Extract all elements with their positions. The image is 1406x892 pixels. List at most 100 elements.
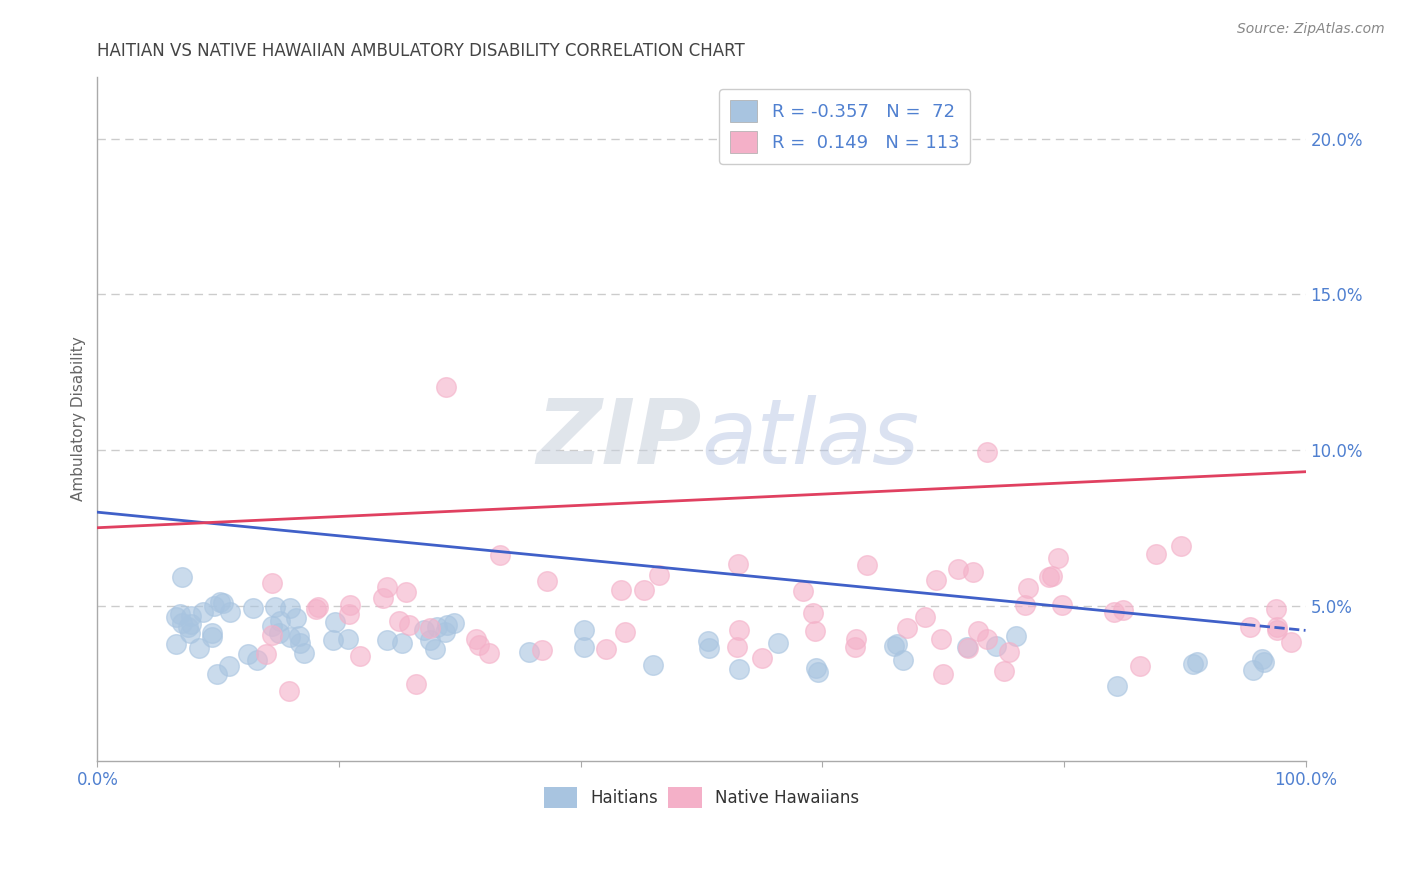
Point xyxy=(711,402,734,417)
Point xyxy=(772,568,794,582)
Point xyxy=(596,427,619,442)
Point xyxy=(588,424,610,438)
Point xyxy=(652,475,675,489)
Point xyxy=(576,524,599,538)
Point xyxy=(779,557,801,571)
Point xyxy=(449,535,471,549)
Point xyxy=(176,519,198,533)
Point xyxy=(198,499,221,513)
Point xyxy=(122,476,145,491)
Point xyxy=(450,416,472,430)
Point xyxy=(616,569,638,583)
Point xyxy=(1095,417,1118,431)
Point xyxy=(844,538,866,552)
Point xyxy=(1187,476,1209,491)
Point xyxy=(685,484,707,499)
Point xyxy=(451,566,474,581)
Point xyxy=(108,502,131,516)
Point xyxy=(368,539,391,553)
Point xyxy=(898,409,921,424)
Point xyxy=(882,429,904,443)
Point xyxy=(1022,447,1045,461)
Point xyxy=(1213,433,1236,447)
Point xyxy=(103,500,125,515)
Point xyxy=(593,536,616,550)
Point xyxy=(174,493,197,508)
Point xyxy=(132,561,155,575)
Point xyxy=(815,426,838,441)
Point xyxy=(574,439,596,453)
Point xyxy=(1201,425,1223,440)
Point xyxy=(737,557,759,571)
Point xyxy=(962,440,984,454)
Point xyxy=(391,453,413,467)
Point xyxy=(159,444,181,458)
Point xyxy=(238,497,260,511)
Point xyxy=(294,543,316,558)
Point xyxy=(1216,407,1239,421)
Point xyxy=(1256,481,1278,495)
Point xyxy=(786,481,808,495)
Point xyxy=(1216,572,1239,586)
Point xyxy=(160,477,183,491)
Point xyxy=(623,519,645,533)
Point xyxy=(170,479,193,493)
Point xyxy=(330,441,353,455)
Point xyxy=(496,486,519,500)
Point xyxy=(288,532,311,546)
Point xyxy=(1187,476,1209,491)
Point xyxy=(254,511,277,525)
Point xyxy=(231,449,253,463)
Point xyxy=(787,511,810,525)
Point xyxy=(146,479,169,493)
Point xyxy=(905,529,928,543)
Point xyxy=(208,475,231,490)
Point xyxy=(650,408,672,422)
Point xyxy=(619,542,641,557)
Point xyxy=(921,437,943,451)
Point xyxy=(852,368,875,383)
Point xyxy=(530,418,553,433)
Point xyxy=(778,552,800,566)
Point xyxy=(245,503,267,517)
Point xyxy=(734,558,756,573)
Point xyxy=(149,553,172,567)
Point xyxy=(1092,463,1115,477)
Point xyxy=(451,510,474,524)
Point xyxy=(169,599,191,613)
Point xyxy=(319,542,342,557)
Point xyxy=(567,491,589,506)
Point xyxy=(1092,389,1115,403)
Point xyxy=(127,470,149,484)
Point xyxy=(432,526,454,541)
Point xyxy=(1258,483,1281,497)
Point xyxy=(550,530,572,544)
Point xyxy=(170,521,193,535)
Point xyxy=(432,536,454,550)
Point xyxy=(1144,468,1167,483)
Point xyxy=(886,543,908,558)
Text: ZIP: ZIP xyxy=(536,395,702,483)
Point xyxy=(228,465,250,479)
Point xyxy=(1121,434,1143,448)
Point xyxy=(207,487,229,501)
Point xyxy=(593,534,616,549)
Point xyxy=(727,390,749,404)
Point xyxy=(176,529,198,543)
Point xyxy=(893,515,915,529)
Point xyxy=(1229,574,1251,589)
Point xyxy=(578,574,600,588)
Point xyxy=(159,505,181,519)
Point xyxy=(555,508,578,522)
Point xyxy=(243,457,266,471)
Point xyxy=(396,561,419,575)
Point xyxy=(523,523,546,537)
Point xyxy=(898,549,921,564)
Point xyxy=(128,472,150,486)
Point xyxy=(187,478,209,492)
Point xyxy=(1059,503,1081,517)
Point xyxy=(787,507,810,521)
Point xyxy=(187,480,209,494)
Point xyxy=(1258,409,1281,423)
Point xyxy=(179,544,201,558)
